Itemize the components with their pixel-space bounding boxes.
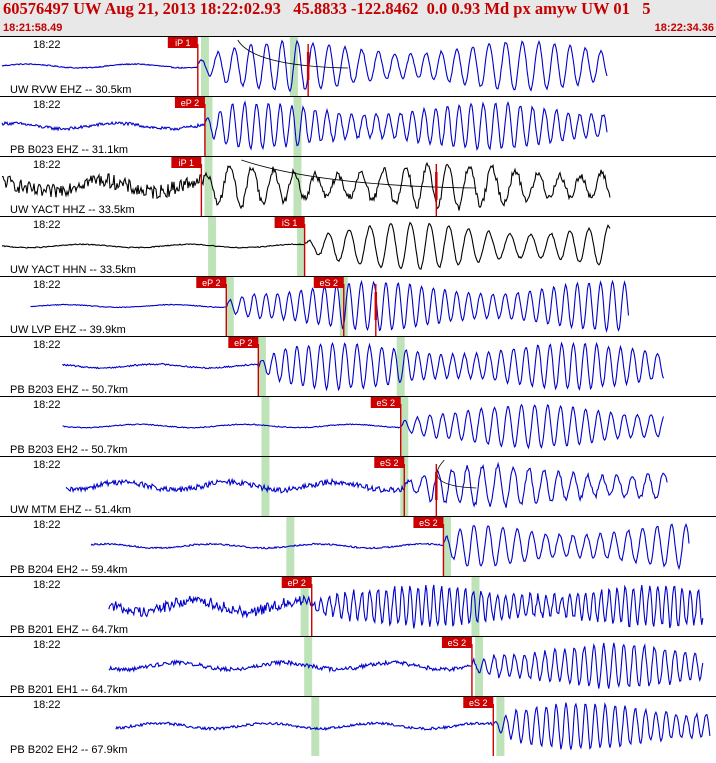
phase-pick-label: eS 2 (448, 638, 467, 648)
predicted-phase-window (293, 157, 302, 216)
phase-pick-label: eP 2 (288, 578, 306, 588)
trace-label: PB B201 EHZ -- 64.7km (10, 624, 128, 636)
predicted-phase-window (475, 637, 484, 696)
travel-time-curve (237, 39, 349, 69)
minute-label: 18:22 (33, 459, 61, 471)
minute-label: 18:22 (33, 39, 61, 51)
waveform-trace (90, 522, 690, 571)
trace-label: UW YACT HHN -- 33.5km (10, 264, 136, 276)
phase-pick-tag (463, 697, 494, 708)
minute-label: 18:22 (33, 639, 61, 651)
phase-pick-label: eP 2 (202, 278, 220, 288)
phase-pick-tag (281, 577, 312, 588)
waveform-trace (62, 341, 665, 392)
trace-label: UW RVW EHZ -- 30.5km (10, 84, 131, 96)
phase-pick-tag (441, 637, 472, 648)
waveform-trace (1, 221, 611, 270)
trace-label: PB B203 EHZ -- 50.7km (10, 384, 128, 396)
minute-label: 18:22 (33, 699, 61, 711)
waveform-trace (2, 161, 611, 211)
predicted-phase-window (400, 397, 409, 456)
predicted-phase-window (311, 697, 320, 756)
travel-time-curve (436, 459, 477, 489)
predicted-phase-window (225, 277, 234, 336)
trace-label: PB B202 EH2 -- 67.9km (10, 744, 127, 756)
predicted-phase-window (443, 517, 451, 576)
phase-pick-label: eS 2 (419, 518, 438, 528)
waveform-trace (108, 584, 704, 629)
minute-label: 18:22 (33, 279, 61, 291)
predicted-phase-window (261, 397, 270, 456)
predicted-phase-window (293, 97, 302, 156)
phase-pick-tag (374, 457, 405, 468)
phase-pick-tag (274, 217, 305, 228)
trace-label: PB B203 EH2 -- 50.7km (10, 444, 127, 456)
phase-pick-label: eP 2 (234, 338, 252, 348)
trace-label: UW YACT HHZ -- 33.5km (10, 204, 135, 216)
event-title: 60576497 UW Aug 21, 2013 18:22:02.93 45.… (3, 0, 651, 18)
predicted-phase-window (396, 337, 405, 396)
event-header: 60576497 UW Aug 21, 2013 18:22:02.93 45.… (0, 0, 716, 36)
phase-pick-tag (174, 97, 205, 108)
minute-label: 18:22 (33, 519, 61, 531)
trace-label: UW MTM EHZ -- 51.4km (10, 504, 131, 516)
waveform-trace (1, 39, 608, 93)
predicted-phase-window (261, 457, 270, 516)
phase-pick-label: eS 2 (380, 458, 399, 468)
phase-pick-tag (370, 397, 401, 408)
waveform-trace (1, 100, 608, 151)
waveform-trace (62, 403, 665, 450)
phase-pick-label: eS 2 (320, 278, 339, 288)
minute-label: 18:22 (33, 219, 61, 231)
phase-pick-tag (196, 277, 227, 288)
phase-pick-label: eP 2 (181, 98, 199, 108)
waveform-trace (108, 642, 704, 689)
window-end-time: 18:22:34.36 (654, 22, 714, 34)
seismogram-chart: iP 1 18:22 UW RVW EHZ -- 30.5km eP 2 18:22 PB… (0, 36, 716, 756)
predicted-phase-window (300, 577, 309, 636)
predicted-phase-window (208, 217, 217, 276)
predicted-phase-window (257, 337, 266, 396)
predicted-phase-window (496, 697, 505, 756)
trace-label: PB B023 EHZ -- 31.1km (10, 144, 128, 156)
predicted-phase-window (204, 157, 213, 216)
phase-pick-tag (167, 37, 198, 48)
phase-pick-tag (171, 157, 202, 168)
minute-label: 18:22 (33, 579, 61, 591)
trace-label: PB B204 EH2 -- 59.4km (10, 564, 127, 576)
phase-pick-label: iS 1 (282, 218, 298, 228)
waveform-trace (30, 279, 630, 334)
predicted-phase-window (204, 97, 213, 156)
minute-label: 18:22 (33, 99, 61, 111)
phase-pick-label: iP 1 (179, 158, 194, 168)
minute-label: 18:22 (33, 339, 61, 351)
phase-pick-tag (313, 277, 344, 288)
phase-pick-label: iP 1 (175, 38, 190, 48)
trace-label: UW LVP EHZ -- 39.9km (10, 324, 126, 336)
predicted-phase-window (297, 217, 306, 276)
phase-pick-tag (413, 517, 444, 528)
minute-label: 18:22 (33, 159, 61, 171)
seismogram-panels: iP 1 18:22 UW RVW EHZ -- 30.5km eP 2 18:22 PB… (0, 36, 716, 758)
waveform-trace (115, 701, 711, 750)
phase-pick-tag (228, 337, 259, 348)
window-start-time: 18:21:58.49 (3, 22, 63, 34)
travel-time-curve (241, 159, 477, 189)
waveform-trace (65, 461, 668, 508)
minute-label: 18:22 (33, 399, 61, 411)
phase-pick-label: eS 2 (469, 698, 488, 708)
phase-pick-label: eS 2 (376, 398, 395, 408)
trace-label: PB B201 EH1 -- 64.7km (10, 684, 127, 696)
